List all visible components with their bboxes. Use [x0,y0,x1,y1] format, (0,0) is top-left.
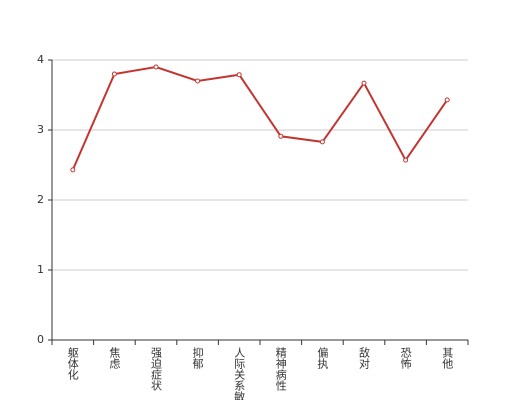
point [236,72,242,78]
point [444,97,450,103]
x-tick-label: 恐怖 [399,347,412,369]
x-tick-label: 人际关系敏感 [233,347,246,400]
x-tick-label: 躯体化 [66,347,79,381]
x-tick-label: 抑郁 [191,346,204,369]
y-tick-label: 3 [37,123,44,136]
y-tick-label: 0 [37,333,44,346]
x-tick-label: 敌对 [358,346,371,369]
point [111,71,117,77]
point [278,133,284,139]
point [70,167,76,173]
point [153,64,159,70]
x-tick-label: 偏执 [316,346,329,370]
y-tick-label: 2 [37,193,44,206]
y-tick-label: 4 [37,53,44,66]
point [403,157,409,163]
y-tick-label: 1 [37,263,44,276]
point [195,78,201,84]
point [361,80,367,86]
x-tick-label: 精神病性 [274,347,287,392]
x-tick-label: 其他 [441,347,454,369]
x-tick-label: 强迫症状 [150,347,163,391]
point [319,139,325,145]
line [71,65,449,171]
x-tick-label: 焦虑 [108,347,121,369]
